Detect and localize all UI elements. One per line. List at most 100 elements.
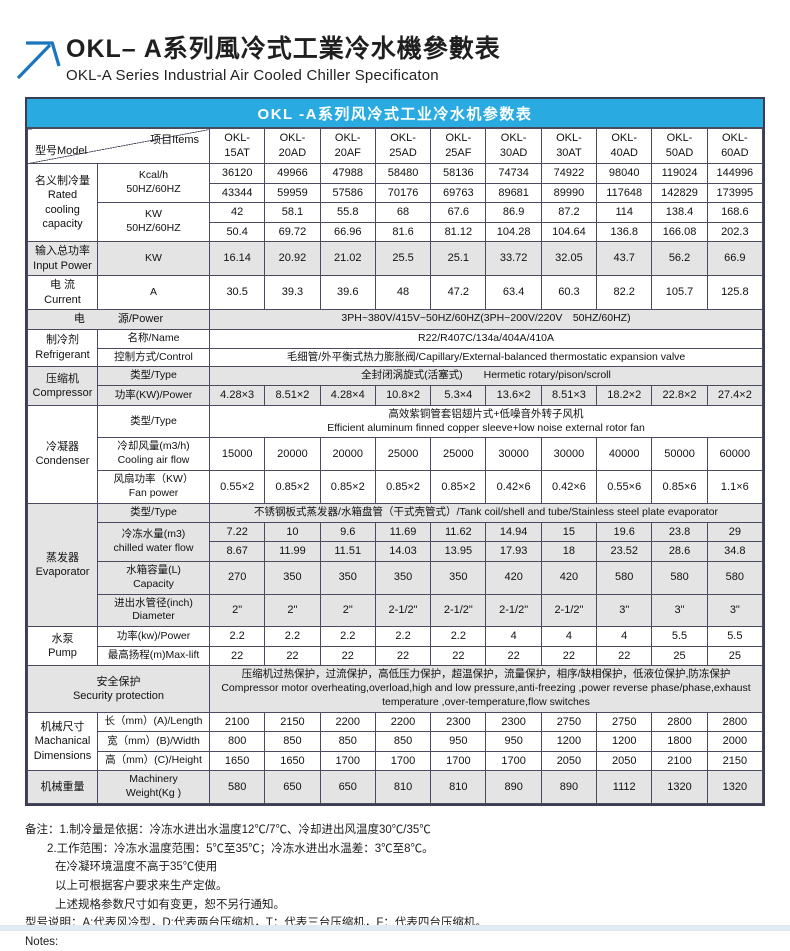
- item-label-evaporator-type: 类型/Type: [97, 502, 210, 523]
- value-cell: 138.4: [651, 202, 708, 223]
- value-cell: 0.55×2: [208, 470, 266, 504]
- value-cell: 25000: [430, 437, 487, 472]
- table-row: 制冷剂 Refrigerant 名称/Name R22/R407C/134a/404…: [27, 328, 763, 368]
- value-cell: 89990: [540, 182, 598, 204]
- value-cell: 70176: [374, 182, 432, 204]
- table-row: 安全保护 Security protection 压缩机过热保护，过流保护，高低压…: [27, 665, 763, 713]
- value-cell: 43.7: [596, 241, 653, 277]
- value-cell: 105.7: [651, 275, 708, 311]
- table-row: 冷凝器 Condenser 类型/Type 高效紫铜管套铝翅片式+低噪音外转子风机 …: [27, 404, 763, 504]
- value-cell: 350: [430, 560, 487, 595]
- value-cell: 81.12: [430, 221, 487, 243]
- value-cell: 47988: [319, 163, 376, 184]
- value-cell: 350: [319, 560, 376, 595]
- value-cell: 69763: [430, 182, 487, 204]
- value-cell: 2-1/2": [540, 593, 598, 628]
- value-cell: 850: [319, 731, 376, 752]
- table-row: 50.4 69.72 66.96 81.6 81.12 104.28 104.64 136.8…: [28, 221, 764, 243]
- value-cell: 5.5: [651, 626, 708, 647]
- table-row: KW 50HZ/60HZ 42 58.1 55.8 68 67.6 86.9 87.2 114 1…: [28, 202, 764, 243]
- value-cell: 1650: [264, 750, 321, 772]
- value-cell: 2.2: [430, 626, 487, 647]
- value-cell: 1700: [319, 750, 376, 772]
- value-cell: 1200: [596, 731, 653, 752]
- value-cell: 33.72: [485, 241, 542, 277]
- table-row: 冷却风量(m3/h) Cooling air flow 15000 20000 200…: [28, 437, 764, 472]
- value-cell: 27.4×2: [706, 385, 764, 406]
- value-cell: 2300: [485, 711, 542, 733]
- value-cell: 3": [651, 593, 708, 628]
- value-cell: 580: [651, 560, 708, 595]
- value-cell: 810: [374, 770, 432, 805]
- value-cell: 25: [651, 645, 708, 667]
- table-row: 风扇功率（KW） Fan power 0.55×2 0.85×2 0.85×2 0.85…: [28, 470, 764, 504]
- value-cell: 5.5: [706, 626, 764, 647]
- value-cell: 82.2: [596, 275, 653, 311]
- corner-items-label: 项目Items: [150, 134, 199, 146]
- table-row: 高（mm）(C)/Height 1650 1650 1700 1700 1700 1700 2…: [28, 750, 764, 772]
- value-cell: 25000: [374, 437, 432, 472]
- table-row: 电 源/Power 3PH~380V/415V~50HZ/60HZ(3PH~200…: [27, 309, 763, 330]
- value-cell: 890: [540, 770, 598, 805]
- model-header-cell: OKL- 60AD: [706, 128, 764, 164]
- row-label-input-power: 输入总功率 Input Power: [27, 241, 98, 277]
- value-cell: 1112: [596, 770, 653, 805]
- value-cell: 22: [208, 645, 266, 667]
- value-cell: 0.85×6: [651, 470, 708, 504]
- row-label-machinery-weight: 机械重量: [27, 770, 98, 805]
- value-cell: 58136: [430, 163, 487, 184]
- value-evaporator-type: 不锈钢板式蒸发器/水箱盘管（干式壳管式）/Tank coil/shell and…: [209, 502, 763, 523]
- value-cell: 2000: [706, 731, 764, 752]
- item-label-name: 名称/Name: [97, 328, 210, 349]
- value-cell: 86.9: [485, 202, 542, 223]
- row-label-pump: 水泵 Pump: [27, 626, 98, 667]
- item-label-compressor-type: 类型/Type: [97, 366, 210, 387]
- item-label-kw: KW 50HZ/60HZ: [97, 202, 210, 243]
- value-cell: 63.4: [485, 275, 542, 311]
- value-cell: 2200: [319, 711, 376, 733]
- value-cell: 20.92: [264, 241, 321, 277]
- notes-line: 以上可根据客户要求来生产定做。: [55, 879, 228, 892]
- value-cell: 420: [485, 560, 542, 595]
- spec-table-body: 型号Model 项目Items OKL- 15AT OKL- 20AD OKL- 20A…: [27, 128, 764, 805]
- item-label-control: 控制方式/Control: [97, 347, 210, 368]
- value-cell: 81.6: [374, 221, 432, 243]
- value-cell: 22: [264, 645, 321, 667]
- table-row: 冷冻水量(m3) chilled water flow 7.22 10 9.6 11.6…: [28, 521, 764, 562]
- item-label-max-lift: 最高扬程(m)Max-lift: [97, 645, 210, 667]
- model-header-cell: OKL- 30AD: [485, 128, 542, 164]
- value-cell: 42: [208, 202, 266, 223]
- value-cell: 2750: [596, 711, 653, 733]
- value-cell: 173995: [706, 182, 764, 204]
- value-cell: 10: [264, 521, 321, 543]
- value-cell: 2-1/2": [430, 593, 487, 628]
- value-cell: 50000: [651, 437, 708, 472]
- value-cell: 9.6: [319, 521, 376, 543]
- value-power-supply: 3PH~380V/415V~50HZ/60HZ(3PH~200V/220V 50…: [209, 309, 763, 330]
- value-cell: 5.3×4: [430, 385, 487, 406]
- spec-table-box: OKL -A系列风冷式工业冷水机参数表 型号Model 项目Items OKL- 1…: [25, 97, 765, 807]
- value-cell: 19.6: [596, 521, 653, 543]
- value-cell: 2-1/2": [485, 593, 542, 628]
- value-cell: 420: [540, 560, 598, 595]
- table-row: 水泵 Pump 功率(kw)/Power 2.2 2.2 2.2 2.2 2.2 4 4 4 5.5…: [27, 626, 764, 667]
- value-cell: 650: [264, 770, 321, 805]
- value-cell: 25.1: [430, 241, 487, 277]
- item-label-fan-power: 风扇功率（KW） Fan power: [97, 470, 210, 504]
- model-header-cell: OKL- 50AD: [651, 128, 708, 164]
- value-cell: 3": [596, 593, 653, 628]
- row-label-evaporator: 蒸发器 Evaporator: [27, 502, 98, 628]
- item-label-input-kw: KW: [97, 241, 210, 277]
- row-label-compressor: 压缩机 Compressor: [27, 366, 98, 406]
- table-row: 宽（mm）(B)/Width 800 850 850 850 950 950 1200 1200…: [28, 731, 764, 752]
- value-cell: 69.72: [264, 221, 321, 243]
- value-cell: 47.2: [430, 275, 487, 311]
- value-cell: 15: [540, 521, 598, 543]
- value-cell: 60.3: [540, 275, 598, 311]
- value-refrigerant-control: 毛细管/外平衡式热力膨胀阀/Capillary/External-balance…: [209, 347, 763, 368]
- value-cell: 28.6: [651, 541, 708, 562]
- value-cell: 0.85×2: [264, 470, 321, 504]
- value-cell: 650: [319, 770, 376, 805]
- value-cell: 40000: [596, 437, 653, 472]
- value-cell: 4: [540, 626, 598, 647]
